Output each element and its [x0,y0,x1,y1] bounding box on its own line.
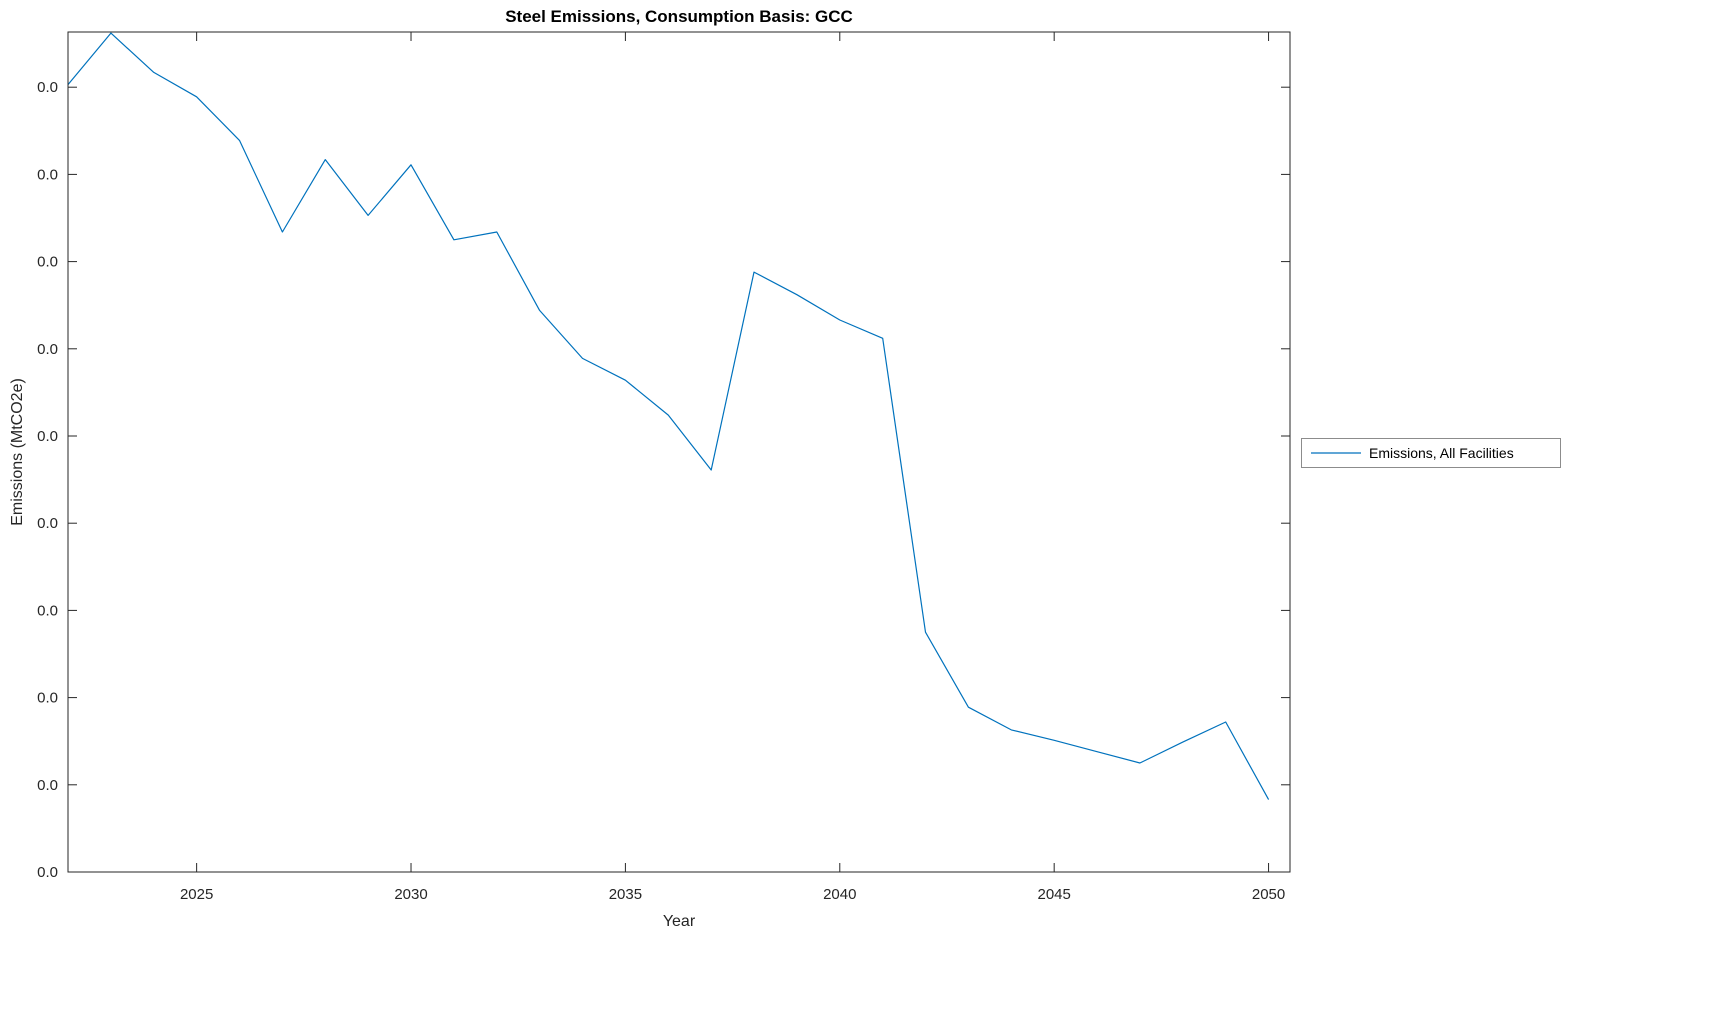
y-tick-label: 0.0 [37,166,58,183]
y-tick-label: 0.0 [37,690,58,707]
chart-title: Steel Emissions, Consumption Basis: GCC [505,7,853,26]
y-tick-label: 0.0 [37,864,58,881]
x-tick-label: 2025 [180,886,213,903]
series-layer [67,32,1270,800]
y-tick-label: 0.0 [37,79,58,96]
x-tick-label: 2030 [394,886,427,903]
y-axis-label: Emissions (MtCO2e) [9,378,26,526]
x-axis-label: Year [663,913,696,930]
plot-box [67,31,1291,873]
y-tick-label: 0.0 [37,777,58,794]
tick-labels-layer: 2025 2030 2035 2040 2045 2050 0.0 0.0 0.0 0.0 0.0 0… [37,79,1285,903]
legend-label: Emissions, All Facilities [1369,445,1514,461]
series-line [67,32,1270,800]
x-tick-label: 2035 [609,886,642,903]
y-tick-label: 0.0 [37,515,58,532]
x-tick-label: 2045 [1037,886,1070,903]
x-tick-label: 2050 [1252,886,1285,903]
y-tick-label: 0.0 [37,428,58,445]
legend: Emissions, All Facilities [1301,438,1561,468]
y-tick-label: 0.0 [37,254,58,271]
y-tick-label: 0.0 [37,341,58,358]
x-tick-label: 2040 [823,886,856,903]
plot-background [68,32,1290,872]
y-tick-label: 0.0 [37,602,58,619]
